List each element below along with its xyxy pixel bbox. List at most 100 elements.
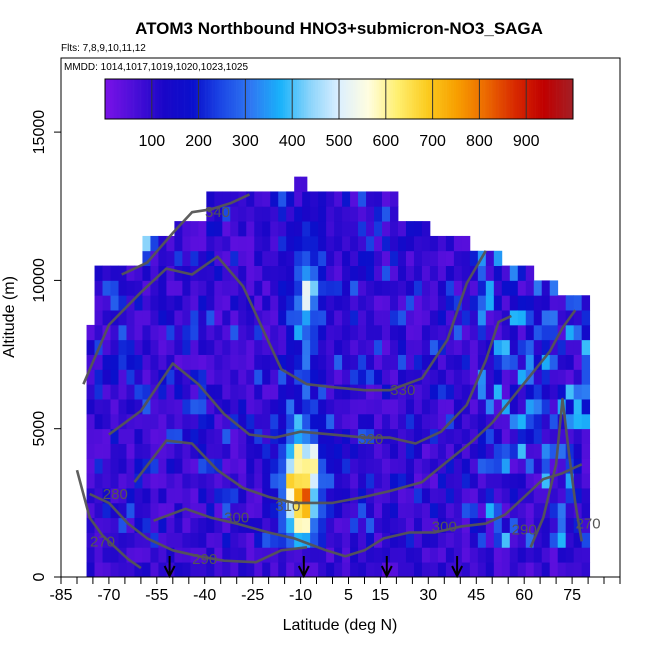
heatmap-cell [334, 221, 343, 237]
heatmap-cell [86, 443, 95, 459]
heatmap-cell [358, 517, 367, 533]
heatmap-cell [158, 339, 167, 355]
heatmap-cell [166, 384, 175, 400]
heatmap-cell [382, 235, 391, 252]
heatmap-cell [190, 502, 199, 519]
heatmap-cell [158, 399, 167, 415]
colorbar-segment [261, 79, 265, 119]
heatmap-cell [238, 443, 247, 459]
heatmap-cell [374, 532, 383, 548]
heatmap-cell [477, 295, 487, 311]
heatmap-cell [374, 191, 383, 207]
heatmap-cell [262, 562, 271, 578]
heatmap-cell [549, 384, 559, 400]
heatmap-cell [118, 443, 127, 459]
y-tick-label: 10000 [31, 258, 48, 303]
heatmap-cell [134, 443, 143, 459]
colorbar-segment [547, 79, 550, 119]
heatmap-cell [437, 310, 447, 326]
colorbar-segment [151, 79, 155, 119]
heatmap-cell [557, 295, 567, 311]
heatmap-cell [477, 443, 487, 459]
colorbar-segment [282, 79, 286, 119]
heatmap-cell [190, 413, 199, 430]
heatmap-cell [134, 339, 143, 355]
heatmap-cell [302, 295, 311, 311]
heatmap-cell [565, 562, 575, 578]
heatmap-cell [493, 250, 503, 266]
heatmap-cell [390, 428, 399, 444]
heatmap-cell [405, 265, 415, 281]
heatmap-cell [166, 280, 175, 296]
heatmap-cell [493, 339, 503, 355]
heatmap-cell [94, 488, 103, 504]
heatmap-cell [110, 324, 119, 341]
heatmap-cell [437, 399, 447, 415]
colorbar-segment [233, 79, 237, 119]
heatmap-cell [222, 547, 231, 563]
heatmap-cell [541, 488, 551, 504]
heatmap-cell [445, 354, 455, 370]
heatmap-cell [334, 250, 343, 266]
heatmap-cell [262, 280, 271, 296]
heatmap-cell [230, 295, 239, 311]
colorbar-segment [486, 79, 490, 119]
heatmap-cell [533, 547, 543, 563]
colorbar-segment [406, 79, 410, 119]
colorbar-segment [554, 79, 557, 119]
heatmap-cell [445, 473, 455, 489]
heatmap-cell [254, 354, 263, 370]
heatmap-cell [118, 473, 127, 489]
heatmap-cell [222, 280, 231, 296]
heatmap-cell [118, 295, 127, 311]
colorbar-segment [495, 79, 499, 119]
heatmap-cell [541, 280, 551, 296]
heatmap-cell [134, 354, 143, 370]
heatmap-cell [254, 547, 263, 563]
heatmap-cell [310, 369, 319, 385]
heatmap-cell [150, 443, 159, 459]
heatmap-cell [461, 235, 471, 252]
heatmap-cell [198, 532, 207, 548]
heatmap-cell [445, 295, 455, 311]
heatmap-cell [310, 191, 319, 207]
heatmap-cell [413, 235, 423, 252]
contour-label: 330 [390, 382, 415, 399]
contour-line [89, 492, 308, 564]
heatmap-cell [549, 473, 559, 489]
heatmap-cell [485, 443, 495, 459]
heatmap-cell [310, 295, 319, 311]
colorbar-segment [512, 79, 515, 119]
colorbar-segment [430, 79, 433, 119]
heatmap-cell [382, 517, 391, 533]
heatmap-cell [230, 191, 239, 207]
heatmap-cell [565, 324, 575, 341]
heatmap-cell [382, 532, 391, 548]
heatmap-cell [533, 413, 543, 430]
colorbar-segment [154, 79, 157, 119]
heatmap-cell [230, 250, 239, 266]
colorbar-segment [278, 79, 281, 119]
heatmap-cell [326, 354, 335, 370]
heatmap-cell [326, 399, 335, 415]
heatmap-cell [581, 339, 591, 355]
heatmap-cell [350, 221, 359, 237]
heatmap-cell [198, 310, 207, 326]
heatmap-cell [469, 310, 479, 326]
heatmap-cell [254, 399, 263, 415]
heatmap-cell [246, 310, 255, 326]
heatmap-cell [300, 176, 308, 192]
x-tick-label: -55 [145, 587, 168, 604]
colorbar-segment [287, 79, 291, 119]
heatmap-cell [405, 221, 415, 237]
colorbar-segment [561, 79, 564, 119]
heatmap-cell [358, 458, 367, 474]
heatmap-cell [477, 339, 487, 355]
heatmap-cell [286, 206, 295, 222]
heatmap-cell [286, 250, 295, 266]
heatmap-cell [581, 473, 591, 489]
heatmap-cell [286, 517, 295, 533]
colorbar-segment [357, 79, 361, 119]
heatmap-cell [485, 250, 495, 266]
heatmap-cell [182, 532, 191, 548]
